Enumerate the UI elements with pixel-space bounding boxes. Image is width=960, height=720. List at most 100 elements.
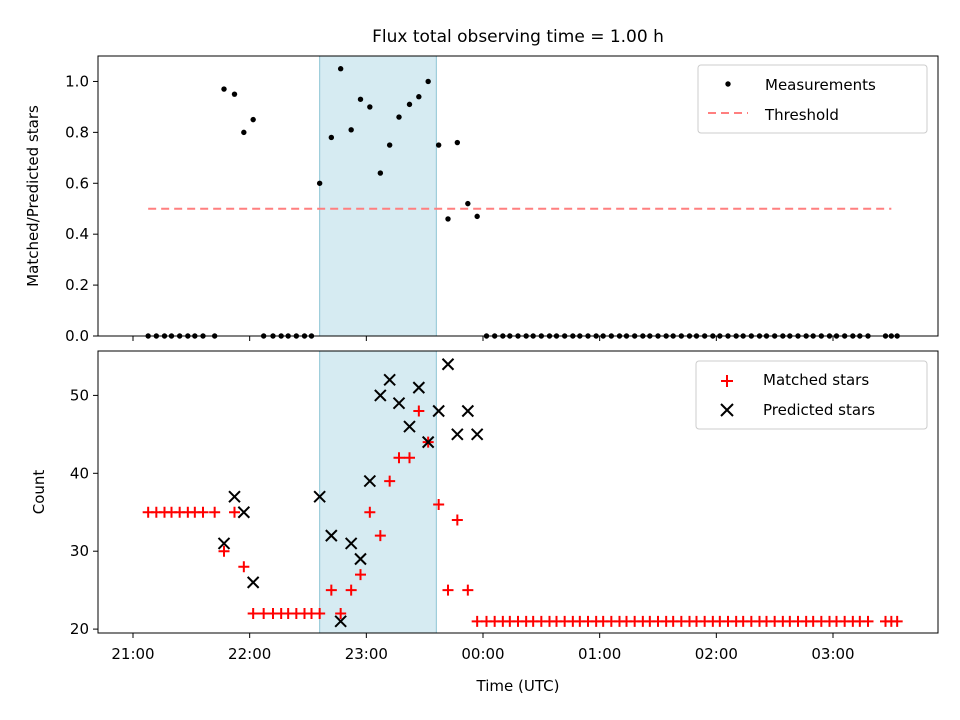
measurement-point — [357, 96, 364, 102]
matched-star-point — [238, 561, 250, 573]
legend-measurements-marker — [725, 81, 731, 87]
measurement-point — [416, 94, 422, 100]
matched-star-point — [404, 452, 415, 464]
matched-star-point — [471, 615, 483, 627]
measurement-point — [445, 216, 451, 222]
chart-title: Flux total observing time = 1.00 h — [372, 27, 664, 47]
matched-star-point — [209, 506, 221, 518]
top-legend: Measurements Threshold — [697, 64, 928, 134]
top-x-ticks — [132, 336, 834, 341]
bottom-y-tick-label: 50 — [70, 386, 89, 404]
top-y-tick-label: 1.0 — [65, 72, 89, 90]
predicted-star-point — [374, 389, 387, 402]
matched-star-point — [247, 608, 259, 620]
bottom-y-tick-label: 20 — [70, 620, 89, 638]
predicted-star-point — [392, 396, 406, 410]
matched-star-point — [393, 452, 405, 464]
top-y-tick-label: 0.2 — [65, 276, 89, 294]
bottom-y-tick-label: 40 — [70, 464, 89, 482]
matched-star-point — [355, 569, 366, 581]
matched-star-point — [197, 506, 209, 518]
predicted-star-point — [217, 537, 231, 550]
top-y-ticks: 0.0 0.2 0.4 0.6 0.8 1.0 — [65, 72, 98, 345]
bottom-x-tick-label: 02:00 — [695, 645, 738, 663]
predicted-star-point — [421, 435, 435, 449]
bottom-y-tick-label: 30 — [70, 542, 89, 560]
predicted-star-point — [344, 537, 358, 550]
matched-star-point — [442, 584, 454, 596]
matched-star-point — [433, 498, 445, 510]
measurement-point — [396, 114, 402, 120]
matched-star-point — [862, 615, 874, 627]
predicted-star-point — [325, 529, 338, 542]
matched-star-point — [374, 530, 386, 542]
predicted-star-point — [470, 428, 484, 441]
predicted-star-point — [451, 428, 464, 441]
legend-matched-marker — [721, 375, 733, 387]
measurement-point — [377, 170, 384, 176]
measurement-point — [231, 91, 238, 97]
bottom-legend: Matched stars Predicted stars — [695, 360, 928, 430]
predicted-star-point — [354, 552, 367, 566]
measurement-point — [348, 127, 354, 133]
matched-star-point — [462, 584, 474, 596]
legend-predicted-label: Predicted stars — [763, 401, 875, 419]
measurement-point — [386, 142, 393, 148]
top-y-axis-label: Matched/Predicted stars — [24, 105, 42, 287]
measurement-point — [328, 134, 335, 141]
predicted-star-point — [412, 381, 426, 394]
measurement-point — [454, 139, 461, 146]
bottom-x-tick-label: 03:00 — [811, 645, 854, 663]
predicted-star-point — [383, 373, 396, 387]
measurement-point — [435, 142, 442, 148]
matched-star-point — [384, 475, 396, 487]
measurement-point — [316, 180, 323, 186]
measurement-point — [406, 101, 413, 108]
predicted-star-point — [461, 404, 475, 418]
matched-star-point — [364, 506, 376, 518]
bottom-y-axis-label: Count — [30, 470, 48, 515]
matched-star-point — [229, 506, 240, 518]
bottom-y-ticks: 20 30 40 50 — [70, 386, 98, 638]
bottom-legend-box — [695, 360, 928, 430]
measurement-point — [425, 78, 431, 85]
predicted-star-point — [363, 474, 377, 488]
predicted-stars-points — [217, 358, 484, 628]
matched-star-point — [325, 584, 337, 596]
top-axes-frame — [97, 55, 939, 337]
measurement-point — [221, 86, 227, 92]
matched-star-point — [413, 405, 425, 417]
measurement-point — [465, 200, 471, 207]
measurement-point — [474, 213, 480, 220]
top-y-tick-label: 0.6 — [65, 174, 89, 192]
matched-star-point — [335, 608, 347, 620]
top-legend-box — [697, 64, 928, 134]
bottom-panel: 20 30 40 50 21:00 22:00 23:00 00:00 01:00 02:00 0… — [30, 350, 939, 695]
matched-star-point — [345, 584, 357, 596]
bottom-x-tick-label: 22:00 — [228, 645, 271, 663]
predicted-star-point — [403, 420, 416, 433]
bottom-x-tick-label: 01:00 — [578, 645, 621, 663]
legend-predicted-marker — [720, 403, 734, 417]
predicted-star-point — [432, 404, 445, 418]
predicted-star-point — [334, 615, 347, 628]
top-y-tick-label: 0.8 — [65, 123, 89, 141]
measurement-point — [367, 104, 373, 110]
predicted-star-point — [228, 490, 241, 503]
measurement-point — [337, 66, 344, 72]
measurement-point — [241, 129, 247, 136]
top-y-tick-label: 0.4 — [65, 225, 89, 243]
top-y-tick-label: 0.0 — [65, 327, 89, 345]
legend-matched-label: Matched stars — [763, 371, 869, 389]
measurement-point — [250, 116, 256, 123]
bottom-x-tick-label: 00:00 — [461, 645, 504, 663]
bottom-x-tick-label: 21:00 — [111, 645, 154, 663]
matched-stars-points — [142, 405, 903, 627]
matched-star-point — [451, 514, 463, 526]
legend-measurements-label: Measurements — [765, 76, 876, 94]
bottom-axes-frame — [97, 350, 939, 634]
legend-threshold-label: Threshold — [764, 106, 839, 124]
matched-star-point — [258, 608, 270, 620]
matched-star-point — [218, 545, 230, 557]
